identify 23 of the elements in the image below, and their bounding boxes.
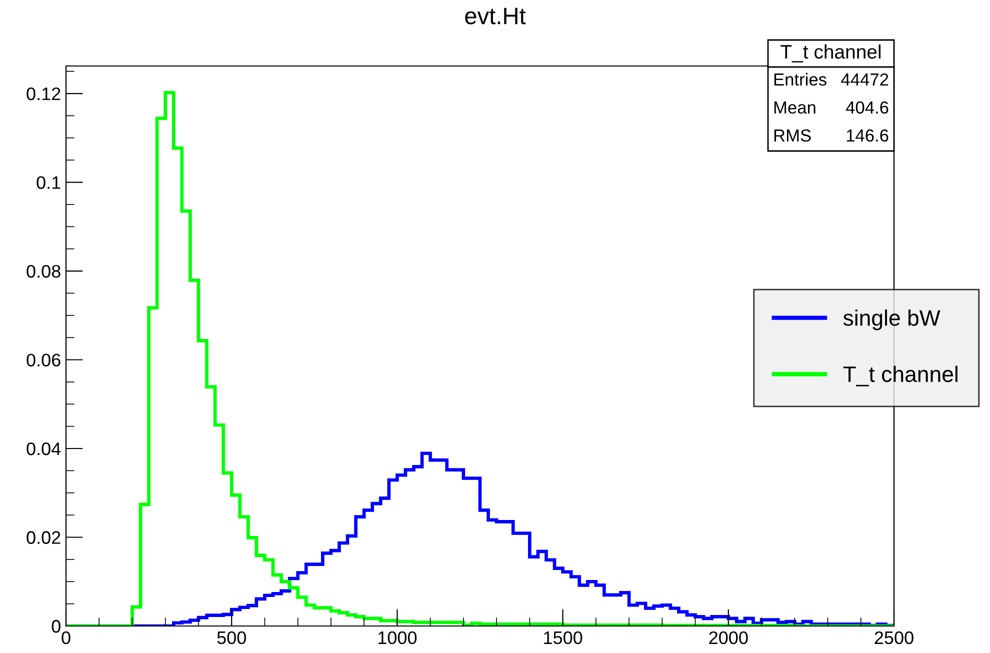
chart-title: evt.Ht [465, 8, 526, 24]
legend-label: T_t channel [843, 366, 958, 386]
y-tick-label: 0.02 [26, 531, 60, 544]
y-tick-label: 0.12 [26, 87, 60, 100]
legend-label: single bW [843, 310, 940, 330]
y-tick-label: 0.1 [36, 176, 60, 189]
annotation: RMS [774, 129, 811, 142]
text: T_t channel [780, 44, 881, 62]
y-tick-label: 0.06 [26, 354, 60, 366]
annotation: Entries [774, 72, 826, 86]
x-tick-label: 1000 [378, 631, 417, 644]
x-tick-label: 500 [217, 631, 246, 644]
x-tick-label: 2000 [709, 631, 748, 644]
x-tick-label: 0 [62, 631, 70, 644]
annotation: 404.6 [846, 101, 888, 114]
annotation: 146.6 [846, 129, 888, 142]
y-tick-label: 0.08 [26, 264, 60, 278]
annotation: 44472 [841, 73, 888, 86]
y-tick-label: 0.04 [26, 442, 61, 456]
x-tick-label: 2500 [874, 631, 914, 644]
y-tick-label: 0 [52, 620, 60, 633]
annotation: Mean [774, 102, 816, 114]
x-tick-label: 1500 [544, 631, 582, 644]
